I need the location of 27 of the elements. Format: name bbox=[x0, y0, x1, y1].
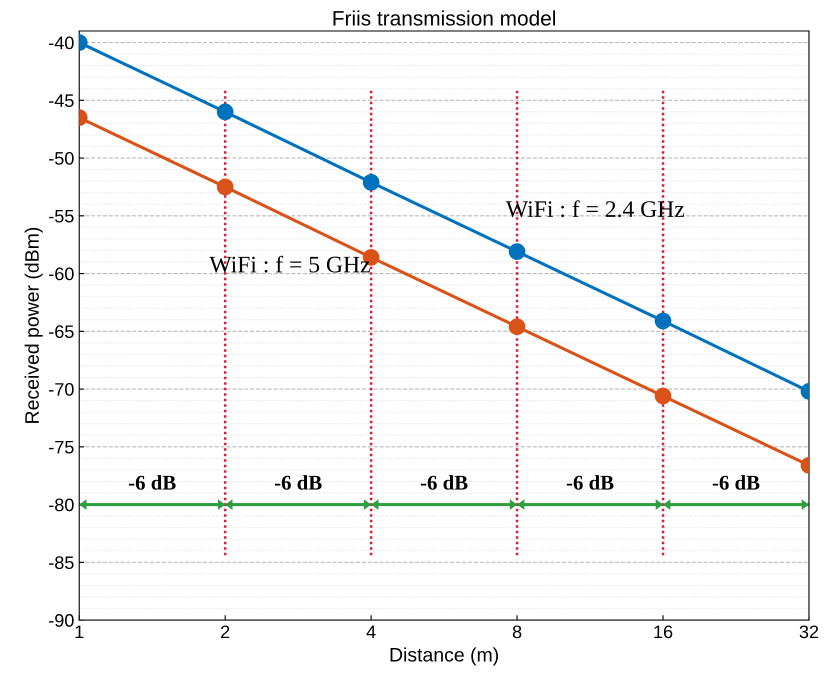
y-tick-label: -85 bbox=[49, 556, 74, 570]
y-tick-label: -60 bbox=[49, 268, 74, 280]
series-label: WiFi : f = 5 GHz bbox=[209, 256, 370, 273]
y-tick-label: -70 bbox=[49, 383, 74, 396]
y-tick-label: -90 bbox=[49, 614, 74, 627]
annotation: -6 dB bbox=[420, 475, 468, 490]
x-axis-title: Distance (m) bbox=[390, 647, 498, 666]
x-tick-label: 1 bbox=[76, 626, 84, 638]
x-tick-label: 2 bbox=[221, 625, 230, 638]
y-tick-label: -65 bbox=[49, 325, 74, 338]
x-tick-label: 16 bbox=[654, 625, 672, 638]
annotation: -6 dB bbox=[566, 475, 614, 490]
annotation: -6 dB bbox=[274, 475, 322, 490]
y-axis-title: Received power (dBm) bbox=[24, 228, 43, 423]
x-tick-label: 8 bbox=[512, 625, 522, 638]
y-tick-label: -55 bbox=[49, 210, 74, 223]
chart-title: Friis transmission model bbox=[334, 10, 556, 26]
series-label: WiFi : f = 2.4 GHz bbox=[506, 200, 684, 218]
y-tick-label: -80 bbox=[49, 498, 74, 512]
y-tick-label: -45 bbox=[49, 94, 74, 108]
x-tick-label: 32 bbox=[800, 625, 818, 638]
y-tick-label: -50 bbox=[49, 152, 74, 165]
y-tick-label: -40 bbox=[49, 36, 74, 50]
annotation: -6 dB bbox=[712, 475, 760, 490]
y-tick-label: -75 bbox=[49, 440, 74, 454]
x-tick-label: 4 bbox=[366, 626, 376, 638]
annotation: -6 dB bbox=[128, 475, 176, 490]
